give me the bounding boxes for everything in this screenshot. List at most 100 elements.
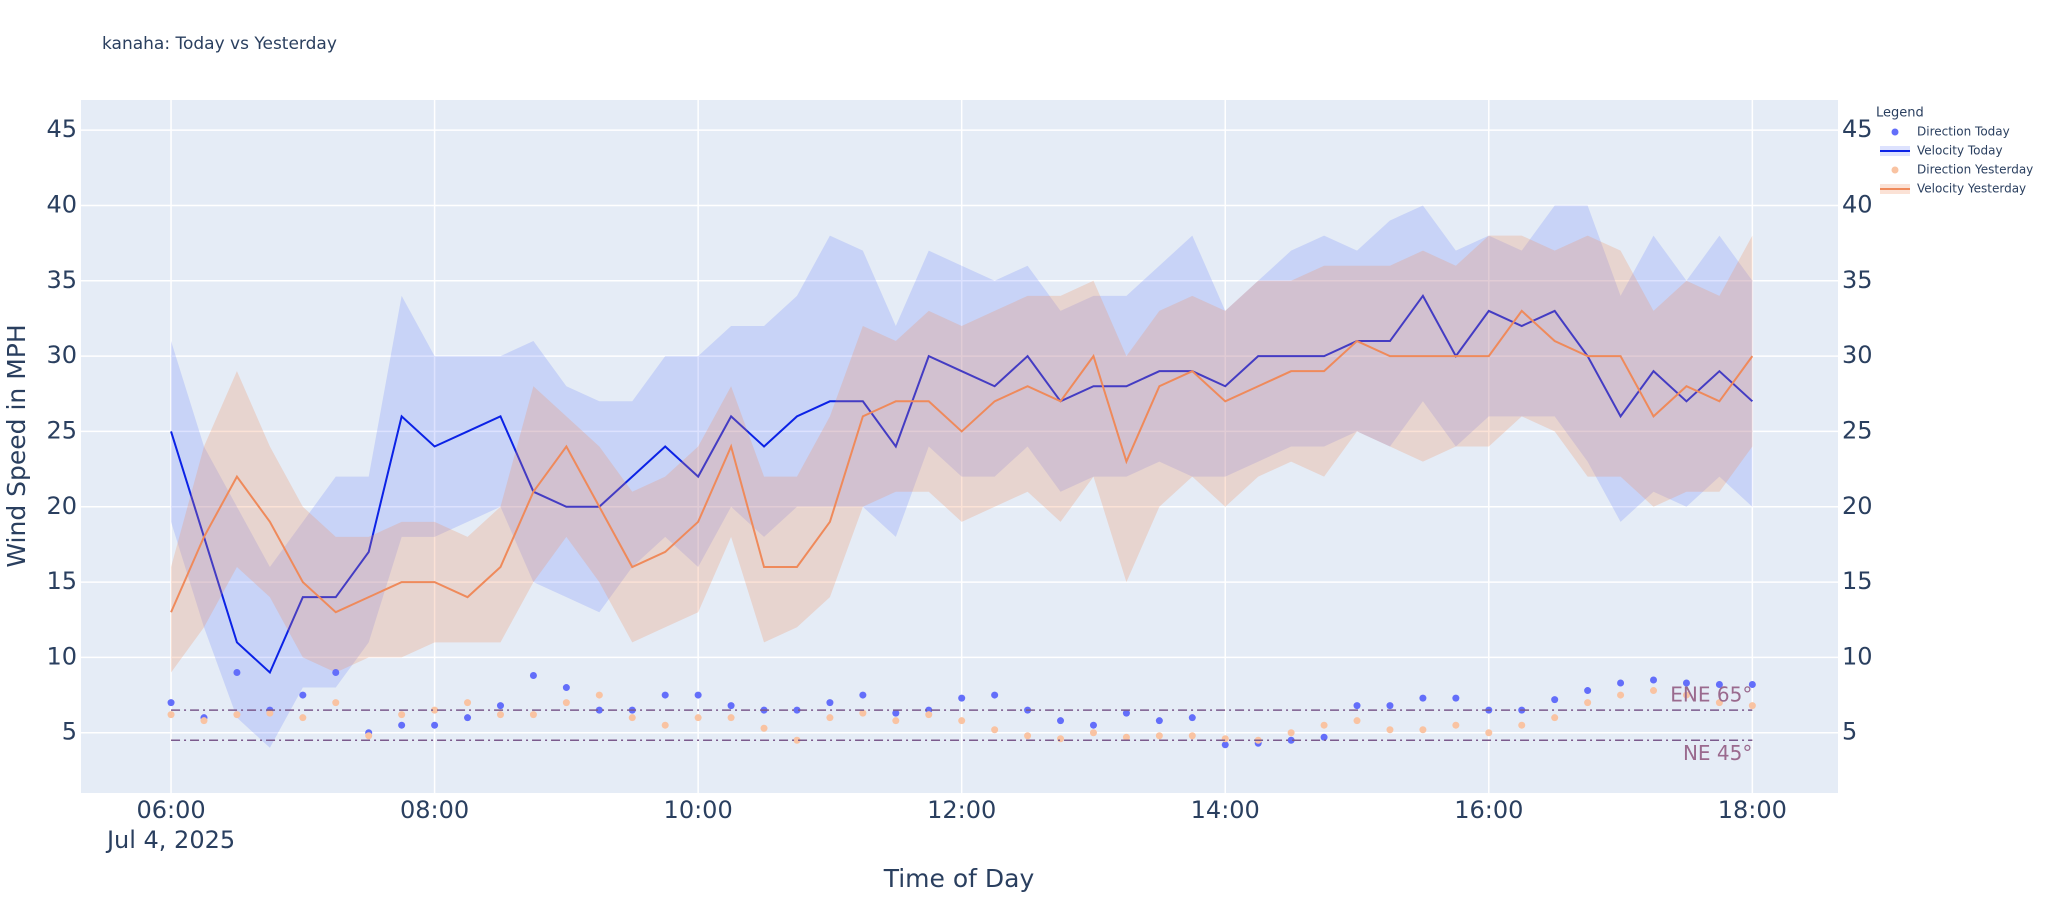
legend-label: Velocity Yesterday — [1917, 182, 2026, 196]
direction-point — [1089, 729, 1097, 737]
legend-label: Direction Yesterday — [1917, 163, 2033, 177]
direction-point — [562, 699, 570, 707]
range-band — [171, 235, 1753, 673]
y2-tick-label: 15 — [1842, 567, 1873, 595]
direction-point — [958, 694, 966, 702]
direction-point — [859, 691, 867, 699]
y2-tick-label: 35 — [1842, 266, 1873, 294]
direction-point — [925, 711, 933, 719]
direction-point — [1122, 709, 1130, 717]
direction-point — [167, 699, 175, 707]
direction-point — [431, 706, 439, 714]
direction-point — [1518, 721, 1526, 729]
y-tick-label: 40 — [46, 190, 77, 218]
x-date-label: Jul 4, 2025 — [105, 826, 235, 854]
direction-point — [1452, 721, 1460, 729]
direction-point — [496, 711, 504, 719]
direction-point — [694, 691, 702, 699]
direction-point — [1551, 696, 1559, 704]
direction-point — [1650, 687, 1658, 695]
direction-point — [1287, 736, 1295, 744]
direction-point — [1551, 714, 1559, 722]
direction-point — [431, 721, 439, 729]
y-axis-title: Wind Speed in MPH — [2, 324, 31, 567]
direction-point — [1353, 702, 1361, 710]
direction-point — [793, 736, 801, 744]
direction-point — [1221, 741, 1229, 749]
direction-point — [562, 684, 570, 692]
direction-point — [1287, 729, 1295, 737]
direction-point — [332, 699, 340, 707]
direction-point — [1089, 721, 1097, 729]
direction-point — [200, 717, 208, 725]
y-tick-label: 30 — [46, 341, 77, 369]
y-tick-label: 15 — [46, 567, 77, 595]
direction-point — [1386, 726, 1394, 734]
direction-point — [1584, 687, 1592, 695]
direction-point — [365, 732, 373, 740]
direction-point — [266, 709, 274, 717]
direction-point — [1682, 691, 1690, 699]
reference-label: ENE 65° — [1670, 683, 1752, 707]
direction-point — [1122, 733, 1130, 741]
direction-point — [464, 699, 472, 707]
x-tick-label: 12:00 — [927, 796, 996, 824]
direction-point — [958, 717, 966, 725]
y-tick-label: 20 — [46, 492, 77, 520]
direction-point — [1748, 702, 1756, 710]
direction-point — [464, 714, 472, 722]
y-tick-label: 5 — [62, 718, 77, 746]
legend-title: Legend — [1876, 106, 1924, 121]
legend-label: Direction Today — [1917, 125, 2010, 139]
direction-point — [1715, 681, 1723, 689]
direction-point — [1024, 732, 1032, 740]
direction-point — [1221, 735, 1229, 743]
direction-point — [991, 726, 999, 734]
x-tick-label: 14:00 — [1191, 796, 1260, 824]
velocity-line — [170, 293, 1754, 675]
legend-label: Velocity Today — [1917, 144, 2003, 158]
direction-point — [1057, 717, 1065, 725]
direction-point — [859, 709, 867, 717]
direction-point — [661, 721, 669, 729]
y-tick-label: 45 — [46, 115, 77, 143]
direction-point — [661, 691, 669, 699]
chart-title: kanaha: Today vs Yesterday — [102, 34, 337, 54]
y2-tick-label: 10 — [1842, 642, 1873, 670]
direction-point — [398, 721, 406, 729]
y2-tick-label: 40 — [1842, 190, 1873, 218]
direction-point — [529, 671, 537, 679]
legend-marker — [1891, 128, 1899, 136]
direction-point — [1650, 676, 1658, 684]
direction-point — [1188, 714, 1196, 722]
direction-point — [1748, 681, 1756, 689]
direction-point — [760, 724, 768, 732]
velocity-line — [170, 309, 1754, 614]
direction-point — [1617, 691, 1625, 699]
direction-point — [892, 717, 900, 725]
x-axis-title: Time of Day — [883, 864, 1035, 893]
direction-point — [826, 714, 834, 722]
x-tick-label: 10:00 — [664, 796, 733, 824]
direction-point — [595, 691, 603, 699]
direction-point — [1155, 717, 1163, 725]
direction-point — [167, 711, 175, 719]
direction-point — [826, 699, 834, 707]
direction-point — [496, 702, 504, 710]
reference-label: NE 45° — [1683, 741, 1752, 765]
direction-point — [991, 691, 999, 699]
direction-point — [1485, 729, 1493, 737]
direction-point — [793, 706, 801, 714]
direction-point — [1682, 679, 1690, 687]
direction-point — [1188, 732, 1196, 740]
direction-point — [299, 691, 307, 699]
x-tick-label: 16:00 — [1454, 796, 1523, 824]
direction-point — [233, 668, 241, 676]
y-tick-label: 25 — [46, 416, 77, 444]
direction-point — [1320, 721, 1328, 729]
direction-point — [694, 714, 702, 722]
direction-point — [628, 714, 636, 722]
y2-tick-label: 5 — [1842, 718, 1857, 746]
y-tick-label: 35 — [46, 266, 77, 294]
